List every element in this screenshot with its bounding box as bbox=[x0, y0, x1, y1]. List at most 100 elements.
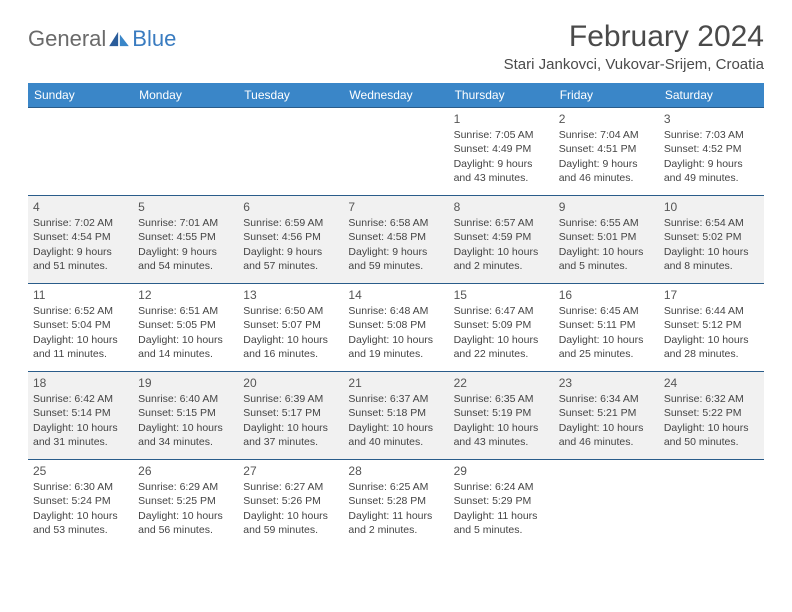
day-number: 5 bbox=[138, 199, 233, 215]
daylight-line: Daylight: 10 hours and 31 minutes. bbox=[33, 421, 128, 449]
day-number: 22 bbox=[454, 375, 549, 391]
day-number: 19 bbox=[138, 375, 233, 391]
calendar-cell bbox=[554, 460, 659, 548]
sunset-line: Sunset: 5:28 PM bbox=[348, 494, 443, 508]
title-block: February 2024 Stari Jankovci, Vukovar-Sr… bbox=[504, 20, 764, 73]
sunset-line: Sunset: 5:17 PM bbox=[243, 406, 338, 420]
calendar-cell: 29Sunrise: 6:24 AMSunset: 5:29 PMDayligh… bbox=[449, 460, 554, 548]
page-subtitle: Stari Jankovci, Vukovar-Srijem, Croatia bbox=[504, 56, 764, 73]
weekday-fri: Friday bbox=[554, 83, 659, 108]
sunset-line: Sunset: 4:49 PM bbox=[454, 142, 549, 156]
sunset-line: Sunset: 5:25 PM bbox=[138, 494, 233, 508]
sunset-line: Sunset: 4:52 PM bbox=[664, 142, 759, 156]
weekday-sun: Sunday bbox=[28, 83, 133, 108]
calendar-cell: 2Sunrise: 7:04 AMSunset: 4:51 PMDaylight… bbox=[554, 108, 659, 196]
daylight-line: Daylight: 10 hours and 40 minutes. bbox=[348, 421, 443, 449]
sunset-line: Sunset: 4:54 PM bbox=[33, 230, 128, 244]
sunrise-line: Sunrise: 6:32 AM bbox=[664, 392, 759, 406]
day-number: 8 bbox=[454, 199, 549, 215]
calendar-cell: 26Sunrise: 6:29 AMSunset: 5:25 PMDayligh… bbox=[133, 460, 238, 548]
sunset-line: Sunset: 5:21 PM bbox=[559, 406, 654, 420]
sunset-line: Sunset: 4:58 PM bbox=[348, 230, 443, 244]
calendar-cell: 7Sunrise: 6:58 AMSunset: 4:58 PMDaylight… bbox=[343, 196, 448, 284]
sunset-line: Sunset: 5:22 PM bbox=[664, 406, 759, 420]
sunrise-line: Sunrise: 6:52 AM bbox=[33, 304, 128, 318]
sunrise-line: Sunrise: 7:01 AM bbox=[138, 216, 233, 230]
sunrise-line: Sunrise: 6:24 AM bbox=[454, 480, 549, 494]
calendar-cell: 6Sunrise: 6:59 AMSunset: 4:56 PMDaylight… bbox=[238, 196, 343, 284]
sunrise-line: Sunrise: 6:57 AM bbox=[454, 216, 549, 230]
daylight-line: Daylight: 10 hours and 5 minutes. bbox=[559, 245, 654, 273]
calendar-cell: 27Sunrise: 6:27 AMSunset: 5:26 PMDayligh… bbox=[238, 460, 343, 548]
sunset-line: Sunset: 5:29 PM bbox=[454, 494, 549, 508]
daylight-line: Daylight: 10 hours and 43 minutes. bbox=[454, 421, 549, 449]
calendar-cell: 5Sunrise: 7:01 AMSunset: 4:55 PMDaylight… bbox=[133, 196, 238, 284]
sunrise-line: Sunrise: 6:39 AM bbox=[243, 392, 338, 406]
sunset-line: Sunset: 5:24 PM bbox=[33, 494, 128, 508]
calendar-head: Sunday Monday Tuesday Wednesday Thursday… bbox=[28, 83, 764, 108]
sunset-line: Sunset: 5:08 PM bbox=[348, 318, 443, 332]
calendar-cell: 14Sunrise: 6:48 AMSunset: 5:08 PMDayligh… bbox=[343, 284, 448, 372]
day-number: 18 bbox=[33, 375, 128, 391]
sunset-line: Sunset: 5:11 PM bbox=[559, 318, 654, 332]
daylight-line: Daylight: 10 hours and 37 minutes. bbox=[243, 421, 338, 449]
calendar-cell: 12Sunrise: 6:51 AMSunset: 5:05 PMDayligh… bbox=[133, 284, 238, 372]
sunset-line: Sunset: 5:15 PM bbox=[138, 406, 233, 420]
calendar-table: Sunday Monday Tuesday Wednesday Thursday… bbox=[28, 83, 764, 548]
sunrise-line: Sunrise: 6:51 AM bbox=[138, 304, 233, 318]
logo-text-blue: Blue bbox=[132, 26, 176, 52]
sunrise-line: Sunrise: 6:47 AM bbox=[454, 304, 549, 318]
calendar-cell: 21Sunrise: 6:37 AMSunset: 5:18 PMDayligh… bbox=[343, 372, 448, 460]
day-number: 4 bbox=[33, 199, 128, 215]
day-number: 6 bbox=[243, 199, 338, 215]
day-number: 15 bbox=[454, 287, 549, 303]
sunrise-line: Sunrise: 6:40 AM bbox=[138, 392, 233, 406]
daylight-line: Daylight: 9 hours and 49 minutes. bbox=[664, 157, 759, 185]
daylight-line: Daylight: 10 hours and 53 minutes. bbox=[33, 509, 128, 537]
day-number: 3 bbox=[664, 111, 759, 127]
daylight-line: Daylight: 10 hours and 56 minutes. bbox=[138, 509, 233, 537]
daylight-line: Daylight: 10 hours and 14 minutes. bbox=[138, 333, 233, 361]
calendar-body: 1Sunrise: 7:05 AMSunset: 4:49 PMDaylight… bbox=[28, 108, 764, 548]
daylight-line: Daylight: 9 hours and 43 minutes. bbox=[454, 157, 549, 185]
calendar-cell: 18Sunrise: 6:42 AMSunset: 5:14 PMDayligh… bbox=[28, 372, 133, 460]
sunset-line: Sunset: 4:55 PM bbox=[138, 230, 233, 244]
sunrise-line: Sunrise: 6:45 AM bbox=[559, 304, 654, 318]
day-number: 14 bbox=[348, 287, 443, 303]
day-number: 7 bbox=[348, 199, 443, 215]
daylight-line: Daylight: 11 hours and 2 minutes. bbox=[348, 509, 443, 537]
calendar-cell: 24Sunrise: 6:32 AMSunset: 5:22 PMDayligh… bbox=[659, 372, 764, 460]
sunrise-line: Sunrise: 6:42 AM bbox=[33, 392, 128, 406]
day-number: 28 bbox=[348, 463, 443, 479]
daylight-line: Daylight: 10 hours and 11 minutes. bbox=[33, 333, 128, 361]
calendar-cell: 22Sunrise: 6:35 AMSunset: 5:19 PMDayligh… bbox=[449, 372, 554, 460]
sunset-line: Sunset: 5:12 PM bbox=[664, 318, 759, 332]
calendar-cell: 28Sunrise: 6:25 AMSunset: 5:28 PMDayligh… bbox=[343, 460, 448, 548]
daylight-line: Daylight: 10 hours and 8 minutes. bbox=[664, 245, 759, 273]
calendar-cell: 25Sunrise: 6:30 AMSunset: 5:24 PMDayligh… bbox=[28, 460, 133, 548]
sunrise-line: Sunrise: 6:44 AM bbox=[664, 304, 759, 318]
sunset-line: Sunset: 5:26 PM bbox=[243, 494, 338, 508]
sunrise-line: Sunrise: 6:25 AM bbox=[348, 480, 443, 494]
calendar-page: General Blue February 2024 Stari Jankovc… bbox=[0, 0, 792, 568]
calendar-cell: 3Sunrise: 7:03 AMSunset: 4:52 PMDaylight… bbox=[659, 108, 764, 196]
day-number: 29 bbox=[454, 463, 549, 479]
page-title: February 2024 bbox=[504, 20, 764, 54]
sunrise-line: Sunrise: 6:34 AM bbox=[559, 392, 654, 406]
calendar-row: 18Sunrise: 6:42 AMSunset: 5:14 PMDayligh… bbox=[28, 372, 764, 460]
daylight-line: Daylight: 11 hours and 5 minutes. bbox=[454, 509, 549, 537]
calendar-cell: 11Sunrise: 6:52 AMSunset: 5:04 PMDayligh… bbox=[28, 284, 133, 372]
day-number: 11 bbox=[33, 287, 128, 303]
sunrise-line: Sunrise: 7:04 AM bbox=[559, 128, 654, 142]
calendar-cell bbox=[238, 108, 343, 196]
weekday-row: Sunday Monday Tuesday Wednesday Thursday… bbox=[28, 83, 764, 108]
sunset-line: Sunset: 5:01 PM bbox=[559, 230, 654, 244]
weekday-sat: Saturday bbox=[659, 83, 764, 108]
calendar-cell bbox=[343, 108, 448, 196]
sunrise-line: Sunrise: 7:03 AM bbox=[664, 128, 759, 142]
weekday-mon: Monday bbox=[133, 83, 238, 108]
daylight-line: Daylight: 9 hours and 54 minutes. bbox=[138, 245, 233, 273]
daylight-line: Daylight: 10 hours and 50 minutes. bbox=[664, 421, 759, 449]
calendar-cell: 20Sunrise: 6:39 AMSunset: 5:17 PMDayligh… bbox=[238, 372, 343, 460]
calendar-row: 1Sunrise: 7:05 AMSunset: 4:49 PMDaylight… bbox=[28, 108, 764, 196]
